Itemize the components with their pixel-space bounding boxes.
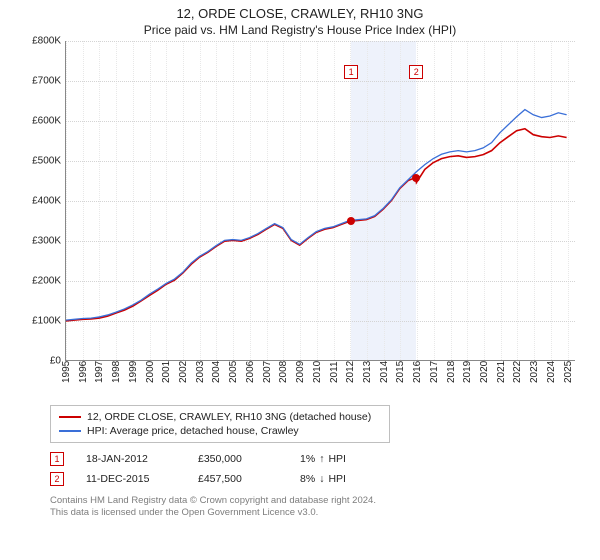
chart-subtitle: Price paid vs. HM Land Registry's House … (0, 21, 600, 41)
x-tick-label: 1996 (78, 361, 89, 383)
x-tick-label: 2001 (161, 361, 172, 383)
y-tick-label: £600K (32, 116, 61, 127)
arrow-up-icon: ↑ (319, 453, 324, 465)
delta-vs: HPI (328, 473, 346, 485)
sale-dot (412, 174, 420, 182)
delta-vs: HPI (328, 453, 346, 465)
x-tick-label: 2000 (145, 361, 156, 383)
x-tick-label: 2010 (312, 361, 323, 383)
x-tick-label: 2009 (295, 361, 306, 383)
series-property (66, 129, 567, 321)
delta-pct: 1% (300, 453, 315, 465)
legend-label: HPI: Average price, detached house, Craw… (87, 425, 299, 437)
x-tick-label: 2016 (412, 361, 423, 383)
x-tick-label: 2003 (195, 361, 206, 383)
x-tick-label: 2021 (496, 361, 507, 383)
x-tick-label: 2023 (529, 361, 540, 383)
chart-title: 12, ORDE CLOSE, CRAWLEY, RH10 3NG (0, 0, 600, 21)
y-tick-label: £500K (32, 156, 61, 167)
series-hpi (66, 110, 567, 321)
y-tick-label: £100K (32, 316, 61, 327)
legend-swatch (59, 416, 81, 418)
sale-row: 1 18-JAN-2012 £350,000 1% ↑ HPI (50, 449, 570, 469)
x-tick-label: 2008 (278, 361, 289, 383)
sales-table: 1 18-JAN-2012 £350,000 1% ↑ HPI 2 11-DEC-2015… (50, 449, 570, 489)
sale-price: £350,000 (198, 453, 278, 465)
x-tick-label: 2015 (395, 361, 406, 383)
x-tick-label: 2022 (512, 361, 523, 383)
x-tick-label: 2002 (178, 361, 189, 383)
y-tick-label: £400K (32, 196, 61, 207)
x-axis: 1995199619971998199920002001200220032004… (65, 361, 575, 399)
sale-index-box: 1 (50, 452, 64, 466)
legend-box: 12, ORDE CLOSE, CRAWLEY, RH10 3NG (detac… (50, 405, 390, 443)
arrow-down-icon: ↓ (319, 473, 324, 485)
y-tick-label: £800K (32, 36, 61, 47)
x-tick-label: 2020 (479, 361, 490, 383)
x-tick-label: 2012 (345, 361, 356, 383)
x-tick-label: 1999 (128, 361, 139, 383)
plot-area: 12 (65, 41, 575, 361)
sale-delta: 1% ↑ HPI (300, 453, 420, 465)
y-tick-label: £200K (32, 276, 61, 287)
y-tick-label: £700K (32, 76, 61, 87)
sale-marker-box: 1 (344, 65, 358, 79)
x-tick-label: 2025 (563, 361, 574, 383)
x-tick-label: 2013 (362, 361, 373, 383)
x-tick-label: 2006 (245, 361, 256, 383)
x-tick-label: 1998 (111, 361, 122, 383)
x-tick-label: 2024 (546, 361, 557, 383)
x-tick-label: 2018 (446, 361, 457, 383)
footer-attribution: Contains HM Land Registry data © Crown c… (50, 495, 570, 520)
legend-item: 12, ORDE CLOSE, CRAWLEY, RH10 3NG (detac… (59, 410, 381, 424)
x-tick-label: 2014 (379, 361, 390, 383)
sale-date: 18-JAN-2012 (86, 453, 176, 465)
sale-delta: 8% ↓ HPI (300, 473, 420, 485)
x-tick-label: 2019 (462, 361, 473, 383)
legend-label: 12, ORDE CLOSE, CRAWLEY, RH10 3NG (detac… (87, 411, 371, 423)
sale-price: £457,500 (198, 473, 278, 485)
line-series-svg (66, 41, 575, 360)
x-tick-label: 2007 (262, 361, 273, 383)
y-tick-label: £300K (32, 236, 61, 247)
chart-area: £0£100K£200K£300K£400K£500K£600K£700K£80… (15, 41, 585, 401)
delta-pct: 8% (300, 473, 315, 485)
sale-date: 11-DEC-2015 (86, 473, 176, 485)
sale-index-box: 2 (50, 472, 64, 486)
x-tick-label: 2017 (429, 361, 440, 383)
x-tick-label: 2005 (228, 361, 239, 383)
x-tick-label: 2004 (211, 361, 222, 383)
legend-swatch (59, 430, 81, 432)
sale-marker-box: 2 (409, 65, 423, 79)
legend-item: HPI: Average price, detached house, Craw… (59, 424, 381, 438)
sale-row: 2 11-DEC-2015 £457,500 8% ↓ HPI (50, 469, 570, 489)
x-tick-label: 1997 (94, 361, 105, 383)
sale-dot (347, 217, 355, 225)
y-axis: £0£100K£200K£300K£400K£500K£600K£700K£80… (15, 41, 63, 361)
footer-line: Contains HM Land Registry data © Crown c… (50, 495, 570, 507)
x-tick-label: 2011 (329, 361, 340, 383)
x-tick-label: 1995 (61, 361, 72, 383)
y-tick-label: £0 (50, 356, 61, 367)
footer-line: This data is licensed under the Open Gov… (50, 507, 570, 519)
